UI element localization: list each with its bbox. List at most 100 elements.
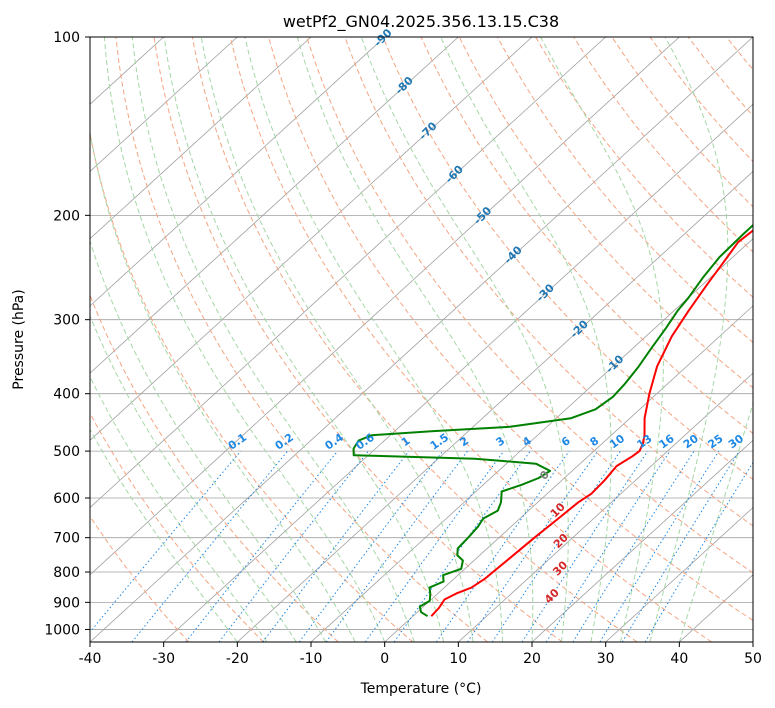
dry-adiabat-line xyxy=(306,37,753,574)
dry-adiabat-line xyxy=(90,131,414,642)
mixing-ratio-line xyxy=(435,450,570,642)
data-lines xyxy=(352,223,753,618)
moist-adiabat-label: 40 xyxy=(542,586,562,606)
isotherm-line xyxy=(90,37,459,374)
dry-adiabat-line xyxy=(535,37,753,298)
y-tick-label: 600 xyxy=(53,491,80,507)
moist-adiabat-line xyxy=(90,129,356,642)
moist-adiabat-line xyxy=(90,375,268,642)
y-tick-label: 500 xyxy=(53,444,80,460)
y-axis-ticks: 100 200 300 400 500 600 700 800 900 1000 xyxy=(44,30,90,638)
y-tick-label: 700 xyxy=(53,531,80,547)
isotherm-line xyxy=(237,170,753,642)
mixing-ratio-label: 2 xyxy=(457,434,471,449)
moist-adiabat-line xyxy=(90,428,238,642)
moist-adiabat-line xyxy=(90,314,297,642)
mixing-ratio-line xyxy=(467,450,599,642)
mixing-ratio-line xyxy=(521,450,649,642)
dry-adiabat-line xyxy=(229,37,712,642)
x-axis-ticks: -40 -30 -20 -10 0 10 20 30 40 50 xyxy=(79,642,762,667)
mixing-ratio-label: 3 xyxy=(494,434,508,449)
mixing-ratio-label: 8 xyxy=(588,434,602,449)
dry-adiabat-line xyxy=(573,37,753,253)
dry-adiabat-line xyxy=(420,37,753,435)
mixing-ratio-line xyxy=(364,450,505,642)
mixing-ratio-line xyxy=(393,450,531,642)
dry-adiabat-line xyxy=(191,37,638,642)
moist-adiabat-line xyxy=(103,37,386,642)
mixing-ratio-line xyxy=(325,450,468,642)
x-tick-label: 40 xyxy=(670,651,688,667)
isotherm-line xyxy=(163,103,753,642)
y-axis-label: Pressure (hPa) xyxy=(11,289,27,389)
isotherm-line xyxy=(90,37,680,576)
mixing-ratio-line xyxy=(599,450,720,642)
dewpoint-line xyxy=(352,223,753,618)
temperature-line xyxy=(430,229,753,617)
mixing-ratio-label: 10 xyxy=(607,432,627,452)
moist-adiabat-line xyxy=(440,37,612,642)
mixing-ratio-label: 0.6 xyxy=(353,431,377,453)
dry-adiabat-line xyxy=(153,37,563,642)
moist-adiabat-line xyxy=(163,37,445,642)
moist-adiabat-line xyxy=(678,401,753,642)
x-tick-label: 10 xyxy=(449,651,467,667)
mixing-ratio-label: 16 xyxy=(657,432,677,452)
mixing-ratio-line xyxy=(262,450,410,642)
y-tick-label: 1000 xyxy=(44,622,80,638)
x-tick-label: 20 xyxy=(523,651,541,667)
dry-adiabat-line xyxy=(382,37,753,481)
x-tick-label: 0 xyxy=(380,651,389,667)
dry-adiabat-line xyxy=(649,37,753,163)
y-tick-label: 900 xyxy=(53,595,80,611)
dry-adiabat-line xyxy=(496,37,753,344)
moist-adiabat-line xyxy=(540,37,664,642)
mixing-ratio-line xyxy=(545,450,671,642)
mixing-ratio-line xyxy=(621,450,740,642)
y-tick-label: 800 xyxy=(53,565,80,581)
moist-adiabat-label: 10 xyxy=(548,500,568,520)
isotherm-line xyxy=(90,37,385,307)
moist-adiabat-line xyxy=(244,37,503,642)
mixing-ratio-label: 0.4 xyxy=(323,431,347,453)
x-tick-label: -20 xyxy=(226,651,249,667)
isotherm-line xyxy=(384,305,753,642)
mixing-ratio-line xyxy=(218,450,369,642)
moist-adiabat-line xyxy=(649,37,729,642)
moist-adiabat-line xyxy=(360,37,569,642)
mixing-ratio-line xyxy=(298,450,444,642)
mixing-ratio-label: 4 xyxy=(520,434,534,449)
dry-adiabat-line xyxy=(726,37,753,71)
isotherm-line xyxy=(90,37,312,240)
isotherm-line xyxy=(605,507,753,642)
dry-adiabat-line xyxy=(687,37,753,117)
isotherm-line xyxy=(752,641,753,642)
isotherm-line xyxy=(90,37,238,172)
dry-adiabat-line xyxy=(268,37,753,622)
y-tick-label: 100 xyxy=(53,30,80,46)
dry-adiabat-line xyxy=(115,37,488,642)
y-tick-label: 400 xyxy=(53,387,80,403)
isotherm-line xyxy=(90,37,533,441)
mixing-ratio-label: 1.5 xyxy=(428,431,451,453)
dry-adiabat-line xyxy=(344,37,753,527)
dry-adiabat-line xyxy=(90,412,264,642)
isotherm-line xyxy=(90,37,606,509)
x-tick-label: 30 xyxy=(597,651,615,667)
mixing-ratio-label: 0.1 xyxy=(226,431,249,453)
background-lines xyxy=(90,37,753,642)
isotherm-line xyxy=(90,37,753,642)
isotherm-line xyxy=(531,439,753,642)
x-tick-label: -30 xyxy=(152,651,175,667)
x-axis-label: Temperature (°C) xyxy=(360,681,482,697)
isotherm-line xyxy=(458,372,753,642)
y-tick-label: 300 xyxy=(53,313,80,329)
plot-frame xyxy=(89,36,754,643)
x-tick-label: -40 xyxy=(79,651,102,667)
mixing-ratio-line xyxy=(572,450,695,642)
y-tick-label: 200 xyxy=(53,208,80,224)
mixing-ratio-line xyxy=(131,450,288,642)
chart-title: wetPf2_GN04.2025.356.13.15.C38 xyxy=(283,12,559,32)
x-tick-label: 50 xyxy=(744,651,762,667)
